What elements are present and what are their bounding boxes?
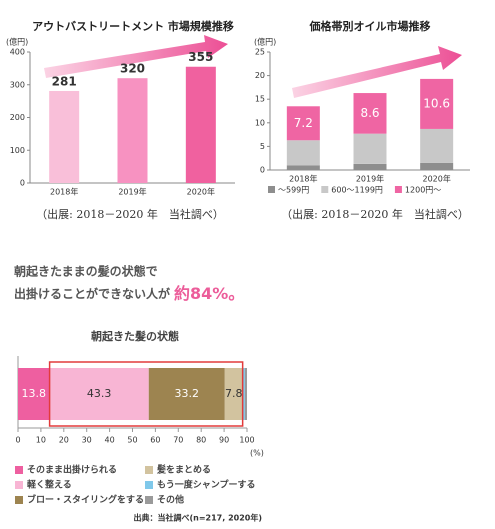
y-tick-label: 20 xyxy=(255,71,265,80)
bar-segment xyxy=(224,368,243,420)
y-tick-label: 15 xyxy=(255,95,265,104)
legend-label: そのまま出掛けられる xyxy=(27,464,117,476)
source: （出展: 2018－2020 年 当社調べ） xyxy=(36,207,224,221)
axis-unit: (%) xyxy=(250,449,264,458)
headline: 出掛けることができない人が 約84%。 xyxy=(14,284,244,303)
y-tick-label: 100 xyxy=(10,146,25,155)
value-label: 7.2 xyxy=(294,116,313,130)
x-tick-label: 80 xyxy=(196,436,206,445)
trend-arrow xyxy=(44,35,228,78)
value-label: 7.8 xyxy=(225,387,243,400)
x-tick-label: 2019年 xyxy=(118,187,146,197)
value-label: 33.2 xyxy=(175,387,200,400)
chart-title: 価格帯別オイル市場推移 xyxy=(309,19,431,33)
y-tick-label: 400 xyxy=(10,48,25,57)
x-tick-label: 60 xyxy=(150,436,160,445)
legend-label: 1200円～ xyxy=(405,186,441,195)
y-tick-label: 200 xyxy=(10,113,25,122)
headline: 出掛けることができない人が xyxy=(14,286,170,301)
highlight: 約84%。 xyxy=(174,284,244,303)
value-label: 355 xyxy=(188,50,213,64)
x-tick-label: 0 xyxy=(15,436,20,445)
x-tick-label: 2020年 xyxy=(187,187,215,197)
axis-unit: (億円) xyxy=(254,37,276,47)
legend-swatch xyxy=(394,186,402,193)
legend-swatch xyxy=(15,466,23,474)
x-tick-label: 2019年 xyxy=(356,174,384,184)
value-label: 8.6 xyxy=(360,106,379,120)
y-tick-label: 300 xyxy=(10,80,25,89)
bar-segment xyxy=(420,162,454,170)
bar xyxy=(117,78,148,183)
trend-arrow xyxy=(292,46,462,98)
y-tick-label: 10 xyxy=(255,118,265,127)
x-tick-label: 2018年 xyxy=(50,187,78,197)
x-tick-label: 10 xyxy=(36,436,46,445)
y-tick-label: 5 xyxy=(260,142,265,151)
bar-segment xyxy=(49,368,149,420)
bar-segment xyxy=(148,368,225,420)
bar-segment xyxy=(353,163,387,170)
x-tick-label: 50 xyxy=(127,436,137,445)
bar-segment xyxy=(353,133,387,164)
legend-label: ～599円 xyxy=(278,186,309,195)
legend-swatch xyxy=(145,481,153,489)
x-tick-label: 30 xyxy=(82,436,92,445)
x-tick-label: 2018年 xyxy=(289,174,317,184)
chart-title: 朝起きた髪の状態 xyxy=(91,329,179,343)
bar-segment xyxy=(286,165,320,170)
bar-segment xyxy=(353,93,387,134)
legend-swatch xyxy=(145,466,153,474)
x-tick-label: 100 xyxy=(239,436,254,445)
legend-swatch xyxy=(15,496,23,504)
y-tick-label: 0 xyxy=(260,166,265,175)
bar-segment xyxy=(286,106,320,141)
headline: 朝起きたままの髪の状態で xyxy=(14,264,158,279)
axis-unit: (億円) xyxy=(6,37,28,47)
value-label: 320 xyxy=(120,62,145,76)
x-tick-label: 20 xyxy=(59,436,69,445)
value-label: 13.8 xyxy=(22,387,47,400)
legend-swatch xyxy=(15,481,23,489)
legend-swatch xyxy=(268,186,275,193)
source: （出展: 2018－2020 年 当社調べ） xyxy=(281,207,469,221)
highlight-frame xyxy=(48,361,244,427)
legend-swatch xyxy=(321,186,329,193)
legend-label: その他 xyxy=(157,494,184,506)
y-tick-label: 0 xyxy=(20,179,25,188)
legend-label: 600～1199円 xyxy=(331,186,383,195)
y-tick-label: 25 xyxy=(255,48,265,57)
bar-segment xyxy=(286,140,320,166)
source: 出典：当社調べ(n=217, 2020年) xyxy=(134,513,263,523)
bar xyxy=(185,66,216,183)
legend-label: 髪をまとめる xyxy=(156,464,211,476)
bar-segment xyxy=(420,78,454,129)
value-label: 10.6 xyxy=(423,96,450,110)
bar-segment xyxy=(242,368,245,420)
bar-segment xyxy=(420,128,454,163)
legend-label: 軽く整える xyxy=(27,479,72,491)
chart-title: アウトバストリートメント 市場規模推移 xyxy=(32,19,234,33)
legend-label: ブロー・スタイリングをする xyxy=(27,494,144,506)
bar-segment xyxy=(244,368,247,420)
x-tick-label: 90 xyxy=(219,436,229,445)
bar xyxy=(49,90,80,183)
legend-swatch xyxy=(145,496,153,504)
value-label: 281 xyxy=(52,74,77,88)
x-tick-label: 2020年 xyxy=(422,174,450,184)
value-label: 43.3 xyxy=(87,387,112,400)
bar-segment xyxy=(18,368,50,420)
x-tick-label: 70 xyxy=(173,436,183,445)
legend-label: もう一度シャンプーする xyxy=(157,479,255,491)
x-tick-label: 40 xyxy=(105,436,115,445)
